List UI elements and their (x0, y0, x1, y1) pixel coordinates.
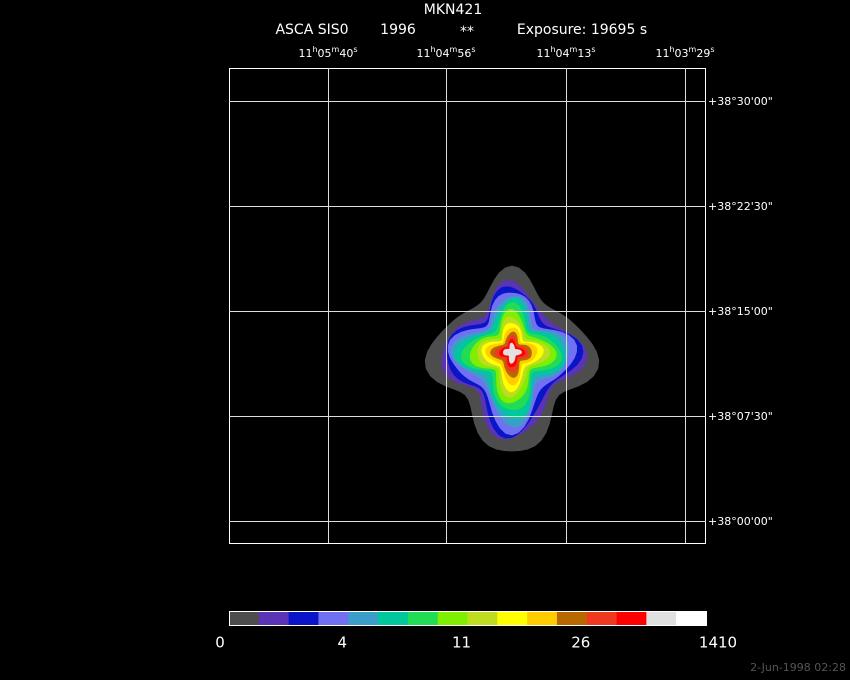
title: MKN421 (424, 2, 482, 18)
dec-label: +38°15'00" (708, 305, 773, 318)
ra-value: 03 (675, 47, 689, 60)
ra-unit: s (591, 45, 595, 54)
dec-label: +38°22'30" (708, 200, 773, 213)
ra-value: 40 (339, 47, 353, 60)
colorbar-label: 4 (337, 634, 347, 652)
colorbar-swatch (646, 611, 677, 625)
ra-value: 05 (318, 47, 332, 60)
ra-value: 04 (436, 47, 450, 60)
colorbar-swatch (229, 611, 260, 625)
colorbar-swatch (378, 611, 409, 625)
colorbar-label: 0 (215, 634, 225, 652)
plot-frame (229, 68, 706, 544)
colorbar-swatch (437, 611, 468, 625)
ra-value: 29 (696, 47, 710, 60)
ra-unit: m (570, 45, 578, 54)
colorbar-frame (229, 611, 707, 626)
ra-value: 13 (577, 47, 591, 60)
ra-unit: h (550, 45, 555, 54)
intensity-contour (503, 342, 522, 364)
ra-label: 11h04m56s (416, 45, 475, 61)
exposure: Exposure: 19695 s (517, 22, 647, 38)
ra-value: 11 (416, 47, 430, 60)
ra-value: 04 (556, 47, 570, 60)
timestamp: 2-Jun-1998 02:28 (750, 661, 846, 674)
colorbar-label: 26 (571, 634, 590, 652)
ra-unit: s (710, 45, 714, 54)
year: 1996 (380, 22, 416, 38)
dec-label: +38°30'00" (708, 95, 773, 108)
colorbar-swatch (288, 611, 319, 625)
colorbar-swatch (676, 611, 707, 625)
ra-unit: h (430, 45, 435, 54)
colorbar-swatch (258, 611, 290, 625)
colorbar-swatch (556, 611, 588, 625)
ra-value: 11 (298, 47, 312, 60)
colorbar-swatch (616, 611, 647, 625)
colorbar-swatch (497, 611, 528, 625)
ra-unit: h (669, 45, 674, 54)
ra-unit: m (689, 45, 697, 54)
colorbar-swatch (527, 611, 558, 625)
ra-unit: s (353, 45, 357, 54)
marker: ** (460, 24, 474, 40)
source-image (424, 265, 600, 452)
ra-unit: s (471, 45, 475, 54)
ra-unit: h (312, 45, 317, 54)
colorbar-swatch (407, 611, 439, 625)
colorbar-swatch (586, 611, 618, 625)
colorbar-label: 1410 (699, 634, 737, 652)
colorbar-label: 11 (452, 634, 471, 652)
ra-value: 56 (457, 47, 471, 60)
ra-unit: m (332, 45, 340, 54)
ra-value: 11 (536, 47, 550, 60)
ra-label: 11h05m40s (298, 45, 357, 61)
ra-label: 11h03m29s (655, 45, 714, 61)
ra-label: 11h04m13s (536, 45, 595, 61)
colorbar-swatch (467, 611, 498, 625)
colorbar-swatch (348, 611, 379, 625)
dec-label: +38°07'30" (708, 410, 773, 423)
colorbar-swatch (318, 611, 349, 625)
instrument: ASCA SIS0 (275, 22, 348, 38)
ra-value: 11 (655, 47, 669, 60)
dec-label: +38°00'00" (708, 515, 773, 528)
ra-unit: m (450, 45, 458, 54)
